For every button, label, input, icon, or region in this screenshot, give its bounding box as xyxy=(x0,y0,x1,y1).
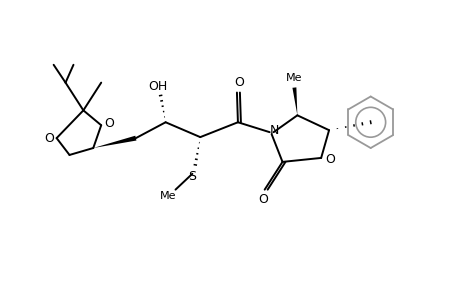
Text: Me: Me xyxy=(160,190,176,201)
Text: O: O xyxy=(44,132,54,145)
Text: O: O xyxy=(234,76,243,89)
Text: Me: Me xyxy=(285,73,302,83)
Polygon shape xyxy=(93,136,136,148)
Polygon shape xyxy=(292,87,297,115)
Text: OH: OH xyxy=(148,80,167,93)
Text: S: S xyxy=(188,170,196,183)
Text: O: O xyxy=(104,117,114,130)
Text: O: O xyxy=(258,193,268,206)
Text: N: N xyxy=(269,124,279,137)
Text: O: O xyxy=(325,153,334,167)
